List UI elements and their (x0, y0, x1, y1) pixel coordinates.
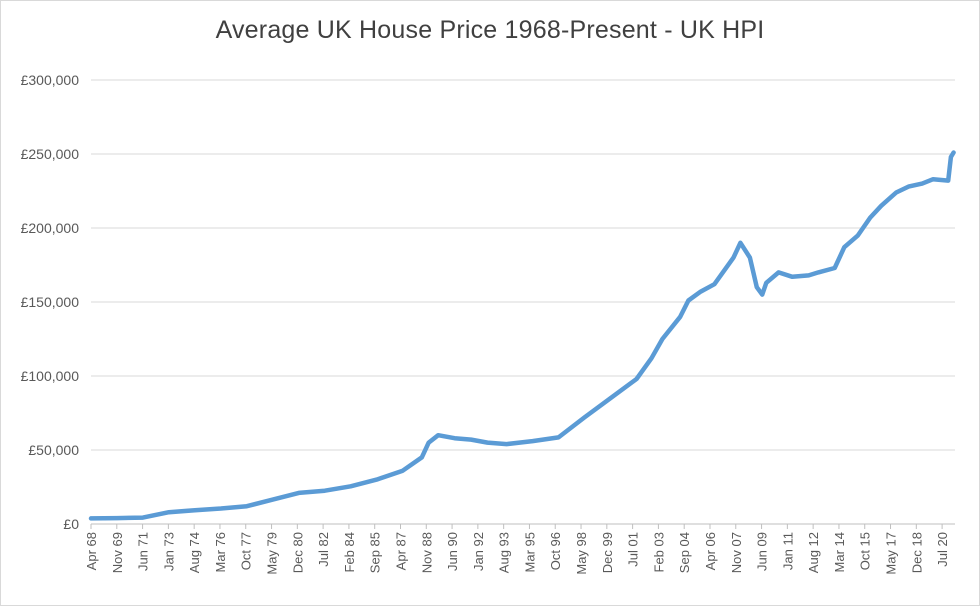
y-tick-label: £100,000 (21, 368, 80, 384)
x-tick-label: Oct 15 (858, 532, 873, 570)
x-tick-label: Apr 87 (393, 532, 408, 570)
x-tick-label: Dec 99 (600, 532, 615, 573)
x-tick-label: Jun 90 (445, 532, 460, 571)
x-tick-label: Jul 01 (626, 532, 641, 567)
x-tick-label: Apr 06 (703, 532, 718, 570)
x-tick-label: Nov 07 (729, 532, 744, 573)
x-tick-label: Sep 85 (368, 532, 383, 573)
x-tick-label: Mar 14 (832, 532, 847, 572)
x-tick-label: Jan 11 (780, 532, 795, 570)
chart-title: Average UK House Price 1968-Present - UK… (215, 16, 765, 44)
x-tick-label: Oct 96 (548, 532, 563, 570)
x-tick-label: Aug 12 (806, 532, 821, 573)
x-tick-label: May 98 (574, 532, 589, 575)
series-line-house-price (88, 150, 956, 521)
y-tick-label: £50,000 (28, 442, 79, 458)
x-tick-label: May 79 (265, 532, 280, 575)
x-tick-label: Jul 20 (935, 532, 950, 567)
x-tick-label: Feb 03 (651, 532, 666, 572)
x-tick-label: Jun 09 (755, 532, 770, 571)
x-tick-label: Jan 73 (161, 532, 176, 571)
y-tick-label: £150,000 (21, 294, 80, 310)
x-tick-label: Jan 92 (471, 532, 486, 571)
x-tick-label: Nov 88 (419, 532, 434, 573)
y-tick-label: £250,000 (21, 146, 80, 162)
x-tick-label: Oct 77 (239, 532, 254, 570)
x-tick-label: Nov 69 (110, 532, 125, 573)
x-tick-label: Aug 74 (187, 532, 202, 573)
x-tick-label: Mar 76 (213, 532, 228, 572)
x-tick-label: Dec 18 (909, 532, 924, 573)
y-tick-label: £200,000 (21, 220, 80, 236)
x-tick-label: Jul 82 (316, 532, 331, 567)
x-tick-label: Feb 84 (342, 532, 357, 572)
x-tick-label: Aug 93 (497, 532, 512, 573)
y-tick-label: £300,000 (21, 72, 80, 88)
y-tick-label: £0 (63, 516, 79, 532)
x-tick-label: Dec 80 (290, 532, 305, 573)
x-tick-label: May 17 (884, 532, 899, 575)
x-tick-label: Jun 71 (136, 532, 151, 571)
x-tick-label: Apr 68 (84, 532, 99, 570)
x-tick-label: Sep 04 (677, 532, 692, 573)
x-tick-label: Mar 95 (522, 532, 537, 572)
